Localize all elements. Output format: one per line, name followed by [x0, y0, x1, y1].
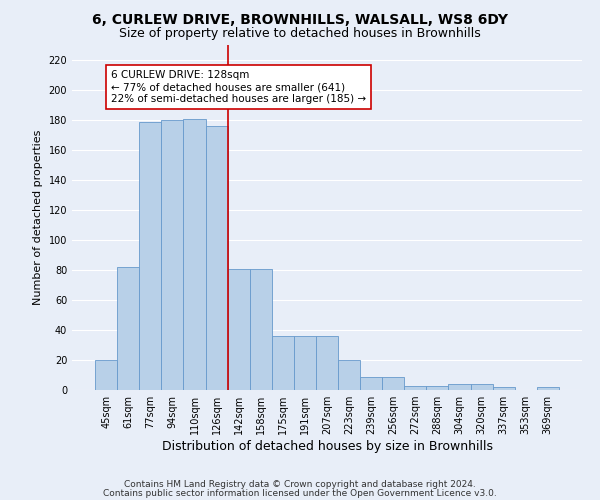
Bar — [427, 386, 448, 390]
Text: Contains public sector information licensed under the Open Government Licence v3: Contains public sector information licen… — [103, 488, 497, 498]
Bar — [360, 376, 382, 390]
Bar — [117, 267, 139, 390]
Bar — [294, 336, 316, 390]
Bar — [206, 126, 227, 390]
Bar — [404, 386, 427, 390]
Bar — [250, 268, 272, 390]
Bar — [448, 384, 470, 390]
Bar — [470, 384, 493, 390]
Bar — [493, 387, 515, 390]
Bar — [382, 376, 404, 390]
Bar — [227, 268, 250, 390]
Bar — [184, 118, 206, 390]
Bar — [537, 387, 559, 390]
Bar — [95, 360, 117, 390]
Bar — [272, 336, 294, 390]
Bar — [338, 360, 360, 390]
Text: Contains HM Land Registry data © Crown copyright and database right 2024.: Contains HM Land Registry data © Crown c… — [124, 480, 476, 489]
X-axis label: Distribution of detached houses by size in Brownhills: Distribution of detached houses by size … — [161, 440, 493, 453]
Text: 6, CURLEW DRIVE, BROWNHILLS, WALSALL, WS8 6DY: 6, CURLEW DRIVE, BROWNHILLS, WALSALL, WS… — [92, 12, 508, 26]
Bar — [161, 120, 184, 390]
Text: Size of property relative to detached houses in Brownhills: Size of property relative to detached ho… — [119, 28, 481, 40]
Bar — [139, 122, 161, 390]
Text: 6 CURLEW DRIVE: 128sqm
← 77% of detached houses are smaller (641)
22% of semi-de: 6 CURLEW DRIVE: 128sqm ← 77% of detached… — [111, 70, 366, 104]
Y-axis label: Number of detached properties: Number of detached properties — [33, 130, 43, 305]
Bar — [316, 336, 338, 390]
